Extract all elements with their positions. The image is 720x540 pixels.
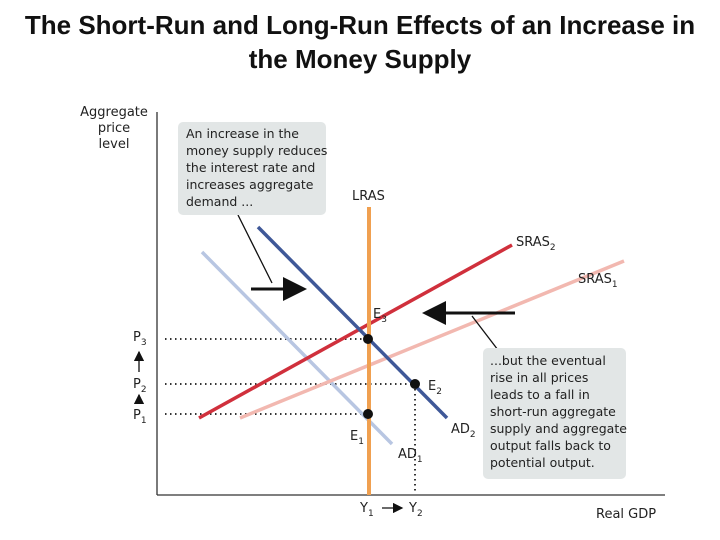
e2-point [410, 379, 420, 389]
e1-point [363, 409, 373, 419]
chart-title: The Short-Run and Long-Run Effects of an… [0, 8, 720, 76]
demand-note-line-3: the interest rate and [186, 160, 315, 175]
supply-note-line-6: output falls back to [490, 438, 611, 453]
demand-note-line-4: increases aggregate [186, 177, 314, 192]
p3-tick-label: P3 [133, 330, 147, 348]
title-line-1: The Short-Run and Long-Run Effects of an… [24, 10, 696, 40]
y2-tick-label: Y2 [408, 501, 423, 519]
e3-label: E3 [373, 307, 387, 325]
p1-tick-label: P1 [133, 408, 147, 426]
y1-tick-label: Y1 [359, 501, 374, 519]
demand-note-line-2: money supply reduces [186, 143, 327, 158]
supply-note-line-3: leads to a fall in [490, 387, 590, 402]
supply-note-line-7: potential output. [490, 455, 595, 470]
supply-note-line-2: rise in all prices [490, 370, 588, 385]
sras2-label: SRAS2 [516, 235, 556, 253]
y-axis-label-line-3: level [99, 137, 130, 152]
ad1-curve [200, 250, 394, 446]
ad1-label: AD1 [398, 447, 423, 465]
supply-note-leader [471, 315, 499, 351]
demand-note-leader [237, 214, 273, 284]
title-line-2: the Money Supply [248, 44, 472, 74]
e1-label: E1 [350, 429, 364, 447]
demand-note-line-5: demand ... [186, 194, 253, 209]
e3-point [363, 334, 373, 344]
e2-label: E2 [428, 379, 442, 397]
y-axis-label-line-2: price [98, 121, 130, 136]
demand-note-box [178, 122, 326, 215]
lras-label: LRAS [352, 189, 385, 204]
supply-note-line-1: ...but the eventual [490, 353, 606, 368]
x-axis-label: Real GDP [596, 507, 656, 522]
demand-note-line-1: An increase in the [186, 126, 299, 141]
sras2-curve [198, 243, 513, 420]
y-axis-label-line-1: Aggregate [80, 105, 148, 120]
sras1-curve [239, 259, 625, 420]
ad2-curve [256, 225, 449, 420]
sras1-label: SRAS1 [578, 272, 618, 290]
ad2-label: AD2 [451, 422, 476, 440]
p2-tick-label: P2 [133, 377, 147, 395]
supply-note-box [483, 348, 626, 479]
supply-note-line-4: short-run aggregate [490, 404, 616, 419]
supply-note-line-5: supply and aggregate [490, 421, 627, 436]
